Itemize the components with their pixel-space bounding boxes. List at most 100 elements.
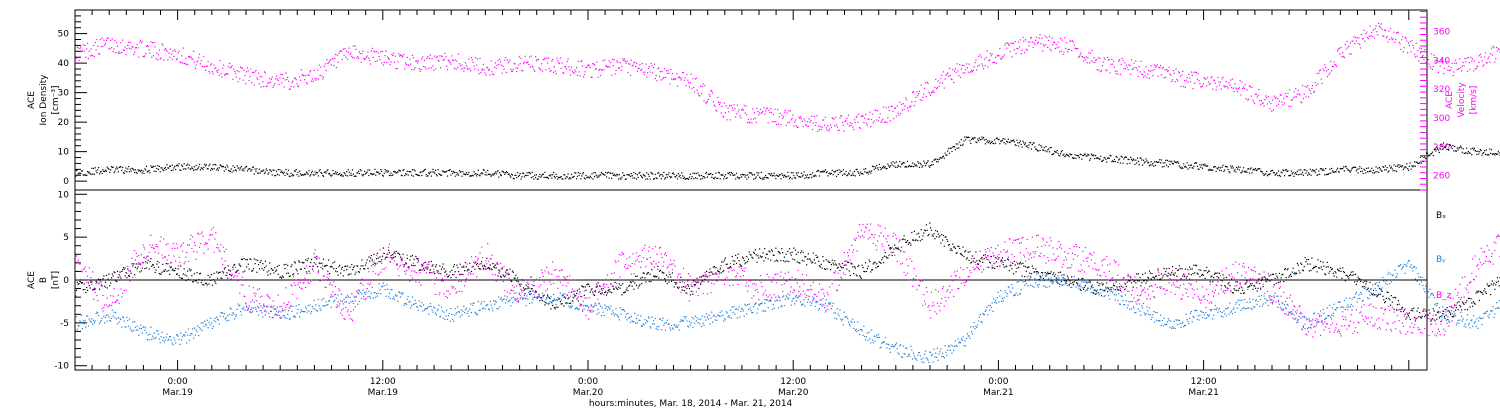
density-series-point (1497, 154, 1498, 155)
bx-series-point (590, 292, 591, 293)
density-series-point (273, 170, 274, 171)
density-series-point (443, 170, 444, 171)
velocity-series-point (1406, 41, 1407, 42)
velocity-series-point (596, 68, 597, 69)
density-series-point (739, 177, 740, 178)
bx-series-point (870, 271, 871, 272)
density-series-point (961, 139, 962, 140)
density-series-point (1368, 167, 1369, 168)
velocity-series-point (106, 40, 107, 41)
velocity-series-point (109, 48, 110, 49)
velocity-series-point (1217, 77, 1218, 78)
density-series-point (597, 177, 598, 178)
velocity-series-point (1470, 69, 1471, 70)
density-series-point (335, 171, 336, 172)
velocity-series-point (565, 66, 566, 67)
density-series-point (821, 171, 822, 172)
bx-series-point (465, 262, 466, 263)
density-series-point (1177, 161, 1178, 162)
bx-series-point (724, 259, 725, 260)
bx-series-point (278, 265, 279, 266)
bx-series-point (105, 282, 106, 283)
density-series-point (770, 175, 771, 176)
velocity-series-point (1119, 59, 1120, 60)
velocity-series-point (719, 104, 720, 105)
density-series-point (637, 174, 638, 175)
bx-series-point (1035, 268, 1036, 269)
density-series-point (604, 174, 605, 175)
velocity-series-point (1139, 71, 1140, 72)
density-series-point (246, 166, 247, 167)
velocity-series-point (576, 67, 577, 68)
density-series-point (1100, 156, 1101, 157)
velocity-series-point (1388, 30, 1389, 31)
density-series-point (937, 159, 938, 160)
velocity-series-point (454, 68, 455, 69)
velocity-series-point (178, 51, 179, 52)
density-series-point (1477, 151, 1478, 152)
legend-entry: B_z (1436, 291, 1452, 301)
velocity-series-point (455, 59, 456, 60)
density-series-point (227, 166, 228, 167)
bx-series-point (622, 283, 623, 284)
density-series-point (1439, 152, 1440, 153)
density-series-point (1159, 159, 1160, 160)
velocity-series-point (1407, 52, 1408, 53)
bx-series-point (606, 295, 607, 296)
density-series-point (696, 173, 697, 174)
velocity-series-point (379, 59, 380, 60)
velocity-series-point (387, 56, 388, 57)
density-series-point (671, 176, 672, 177)
bx-series-point (444, 272, 445, 273)
velocity-series-point (1013, 43, 1014, 44)
velocity-series-point (1210, 83, 1211, 84)
bx-series-point (368, 256, 369, 257)
density-series-point (579, 173, 580, 174)
velocity-series-point (1454, 63, 1455, 64)
x-tick-label-time: 0:00 (988, 377, 1008, 387)
density-series-point (981, 136, 982, 137)
density-series-point (855, 175, 856, 176)
density-series-point (728, 173, 729, 174)
density-series-point (314, 175, 315, 176)
density-series-point (1349, 170, 1350, 171)
x-tick-label-date: Mar.21 (1188, 388, 1218, 398)
velocity-series-point (915, 97, 916, 98)
bx-series-point (918, 233, 919, 234)
bx-series-point (276, 269, 277, 270)
density-series-point (462, 171, 463, 172)
bx-series-point (383, 247, 384, 248)
density-series-point (702, 178, 703, 179)
velocity-series-point (1430, 67, 1431, 68)
velocity-series-point (383, 64, 384, 65)
density-series-point (1383, 167, 1384, 168)
density-series-point (807, 174, 808, 175)
density-series-point (534, 175, 535, 176)
velocity-series-point (354, 58, 355, 59)
density-series-point (134, 172, 135, 173)
velocity-series-point (612, 59, 613, 60)
velocity-series-point (770, 108, 771, 109)
bx-series-point (432, 264, 433, 265)
velocity-series-point (283, 78, 284, 79)
density-series-point (1160, 162, 1161, 163)
density-series-point (281, 171, 282, 172)
density-series-point (871, 170, 872, 171)
bx-series-point (903, 235, 904, 236)
bx-series-point (1181, 278, 1182, 279)
velocity-series-point (765, 110, 766, 111)
velocity-series-point (530, 67, 531, 68)
velocity-series-point (368, 58, 369, 59)
velocity-series-point (626, 63, 627, 64)
velocity-series-point (269, 78, 270, 79)
bx-series-point (1165, 271, 1166, 272)
density-series-point (705, 173, 706, 174)
bx-series-point (117, 271, 118, 272)
bx-series-point (281, 278, 282, 279)
velocity-series-point (1005, 43, 1006, 44)
bx-series-point (1004, 267, 1005, 268)
velocity-series-point (945, 75, 946, 76)
density-series-point (1371, 168, 1372, 169)
density-series-point (1358, 172, 1359, 173)
density-series-point (849, 173, 850, 174)
